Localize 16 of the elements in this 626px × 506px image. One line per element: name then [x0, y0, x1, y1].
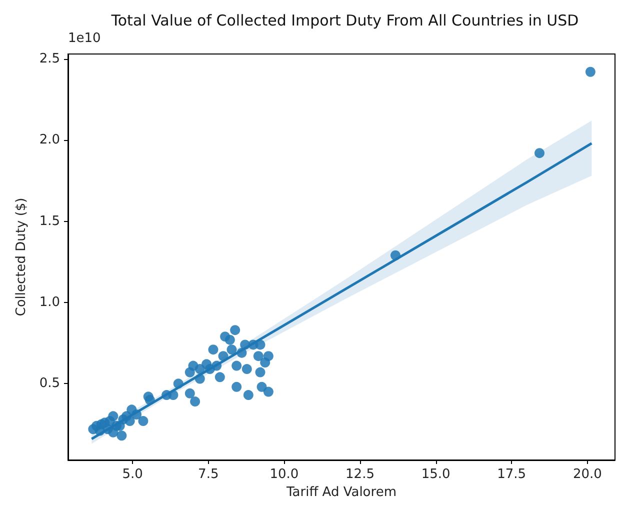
y-tick-label: 0.5	[39, 376, 60, 392]
y-tick-label: 2.0	[39, 132, 60, 148]
chart-title: Total Value of Collected Import Duty From All Countries in USD	[110, 12, 579, 30]
y-axis-title: Collected Duty ($)	[14, 198, 29, 316]
x-tick-label: 15.0	[421, 467, 450, 482]
y-tick-label: 1.5	[39, 214, 60, 229]
x-tick-label: 7.5	[198, 467, 219, 482]
x-tick-label: 10.0	[270, 467, 299, 482]
y-tick-label: 2.5	[39, 51, 60, 66]
x-tick-label: 17.5	[497, 467, 526, 482]
x-tick-label: 20.0	[572, 467, 602, 482]
x-tick-label: 12.5	[346, 467, 374, 482]
y-tick-label: 1.0	[39, 294, 60, 310]
x-tick-label: 5.0	[122, 467, 143, 482]
x-axis-title: Tariff Ad Valorem	[286, 485, 396, 500]
text: 1e10	[68, 31, 101, 46]
